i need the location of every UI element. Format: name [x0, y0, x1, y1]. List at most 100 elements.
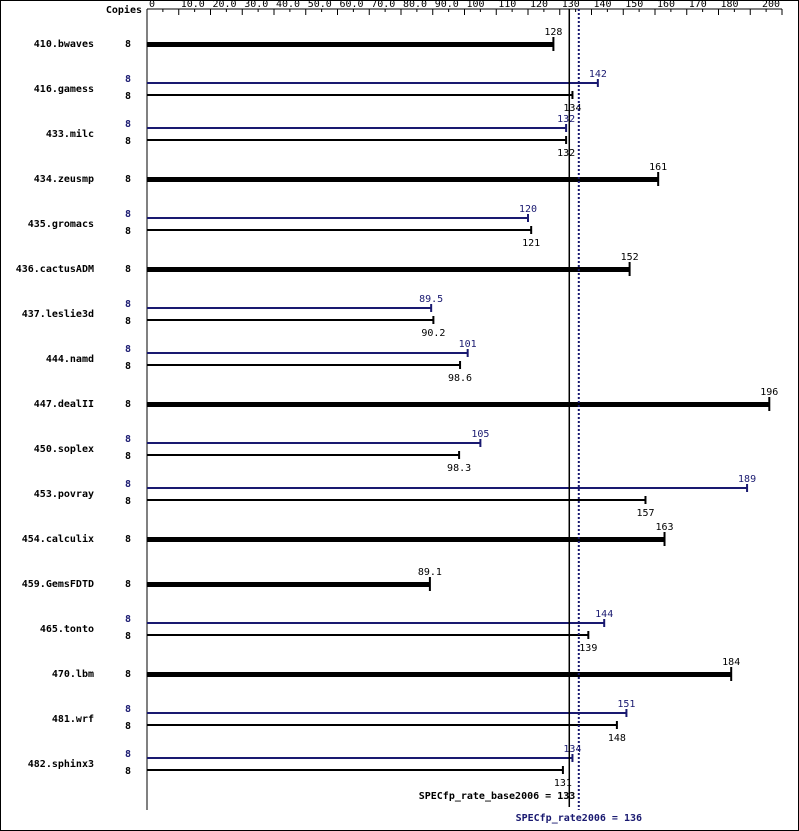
base-value-label: 134: [563, 103, 581, 114]
x-tick-label: 50.0: [308, 0, 332, 10]
base-value-label: 90.2: [421, 328, 445, 339]
x-tick-label: 30.0: [244, 0, 268, 10]
benchmark-row: 465.tonto 8 144 8 139: [40, 609, 613, 654]
base-copies-label: 8: [125, 226, 131, 237]
x-tick-label: 60.0: [340, 0, 364, 10]
x-tick-label: 80.0: [403, 0, 427, 10]
x-tick-label: 70.0: [371, 0, 395, 10]
base-bar: [147, 537, 665, 542]
base-copies-label: 8: [125, 631, 131, 642]
peak-value-label: 189: [738, 474, 756, 485]
x-tick-label: 140: [594, 0, 612, 10]
base-copies-label: 8: [125, 174, 131, 185]
benchmark-name: 435.gromacs: [28, 219, 94, 230]
benchmark-name: 482.sphinx3: [28, 758, 94, 770]
base-copies-label: 8: [125, 534, 131, 545]
x-tick-label: 120: [530, 0, 548, 10]
base-value-label: 98.6: [448, 373, 472, 384]
x-axis: 0 10.0 20.0 30.0 40.0 50.0 60.0 70.0 80.0 90.0 100…: [146, 0, 783, 810]
base-copies-label: 8: [125, 721, 131, 732]
x-tick-label: 110: [498, 0, 516, 10]
x-tick-label: 40.0: [276, 0, 300, 10]
benchmark-row: 453.povray 8 189 8 157: [34, 474, 756, 519]
base-bar: [147, 672, 732, 677]
benchmark-name: 470.lbm: [52, 669, 94, 680]
peak-value-label: 134: [563, 744, 581, 755]
base-value-label: 196: [760, 387, 778, 398]
benchmark-row: 454.calculix 8 163: [22, 522, 674, 546]
base-value-label: 163: [655, 522, 673, 533]
peak-value-label: 120: [519, 204, 537, 215]
reference-lines: SPECfp_rate_base2006 = 133 SPECfp_rate200…: [419, 9, 642, 824]
benchmark-row: 444.namd 8 101 8 98.6: [46, 339, 477, 384]
benchmark-row: 410.bwaves 8 128: [34, 27, 562, 51]
base-bar: [147, 177, 659, 182]
base-value-label: 131: [554, 778, 572, 789]
benchmark-row: 416.gamess 8 142 8 134: [34, 69, 607, 114]
benchmark-name: 444.namd: [46, 354, 94, 365]
base-value-label: 89.1: [418, 567, 442, 578]
peak-copies-label: 8: [125, 299, 131, 310]
base-copies-label: 8: [125, 496, 131, 507]
base-value-label: 184: [722, 657, 740, 668]
peak-value-label: 142: [589, 69, 607, 80]
base-copies-label: 8: [125, 451, 131, 462]
x-tick-label: 160: [657, 0, 675, 10]
x-tick-label: 150: [625, 0, 643, 10]
peak-copies-label: 8: [125, 434, 131, 445]
benchmark-name: 465.tonto: [40, 624, 94, 635]
base-value-label: 98.3: [447, 463, 471, 474]
x-tick-label: 170: [689, 0, 707, 10]
base-value-label: 157: [636, 508, 654, 519]
x-tick-label: 130: [562, 0, 580, 10]
base-value-label: 161: [649, 162, 667, 173]
peak-copies-label: 8: [125, 614, 131, 625]
benchmark-name: 459.GemsFDTD: [22, 579, 94, 590]
peak-copies-label: 8: [125, 749, 131, 760]
base-copies-label: 8: [125, 264, 131, 275]
benchmark-row: 459.GemsFDTD 8 89.1: [22, 567, 442, 591]
base-value-label: 152: [621, 252, 639, 263]
benchmark-name: 481.wrf: [52, 714, 94, 725]
benchmark-row: 450.soplex 8 105 8 98.3: [34, 429, 490, 474]
benchmark-name: 436.cactusADM: [16, 264, 94, 275]
peak-value-label: 144: [595, 609, 613, 620]
benchmark-row: 435.gromacs 8 120 8 121: [28, 204, 540, 249]
benchmark-name: 450.soplex: [34, 444, 94, 455]
benchmark-row: 437.leslie3d 8 89.5 8 90.2: [22, 294, 446, 339]
base-value-label: 148: [608, 733, 626, 744]
base-copies-label: 8: [125, 136, 131, 147]
benchmark-name: 437.leslie3d: [22, 308, 94, 320]
benchmark-row: 436.cactusADM 8 152: [16, 252, 639, 276]
base-copies-label: 8: [125, 316, 131, 327]
benchmark-name: 447.dealII: [34, 399, 94, 410]
benchmark-row: 434.zeusmp 8 161: [34, 162, 667, 186]
base-bar: [147, 402, 770, 407]
base-value-label: 121: [522, 238, 540, 249]
base-copies-label: 8: [125, 399, 131, 410]
x-tick-label: 200: [762, 0, 780, 10]
benchmark-row: 470.lbm 8 184: [52, 657, 740, 681]
base-value-label: 139: [579, 643, 597, 654]
base-reference-label: SPECfp_rate_base2006 = 133: [419, 791, 576, 802]
base-copies-label: 8: [125, 766, 131, 777]
base-copies-label: 8: [125, 91, 131, 102]
peak-value-label: 105: [471, 429, 489, 440]
benchmark-name: 410.bwaves: [34, 39, 94, 50]
benchmark-name: 416.gamess: [34, 84, 94, 95]
x-tick-label: 90.0: [435, 0, 459, 10]
benchmark-row: 481.wrf 8 151 8 148: [52, 699, 636, 744]
benchmark-name: 434.zeusmp: [34, 174, 94, 185]
benchmark-row: 482.sphinx3 8 134 8 131: [28, 744, 582, 789]
x-tick-label: 0: [149, 0, 155, 10]
base-copies-label: 8: [125, 579, 131, 590]
peak-copies-label: 8: [125, 209, 131, 220]
peak-copies-label: 8: [125, 74, 131, 85]
peak-copies-label: 8: [125, 344, 131, 355]
benchmark-name: 453.povray: [34, 489, 94, 500]
base-copies-label: 8: [125, 39, 131, 50]
benchmark-name: 433.milc: [46, 128, 94, 140]
x-tick-label: 10.0: [181, 0, 205, 10]
